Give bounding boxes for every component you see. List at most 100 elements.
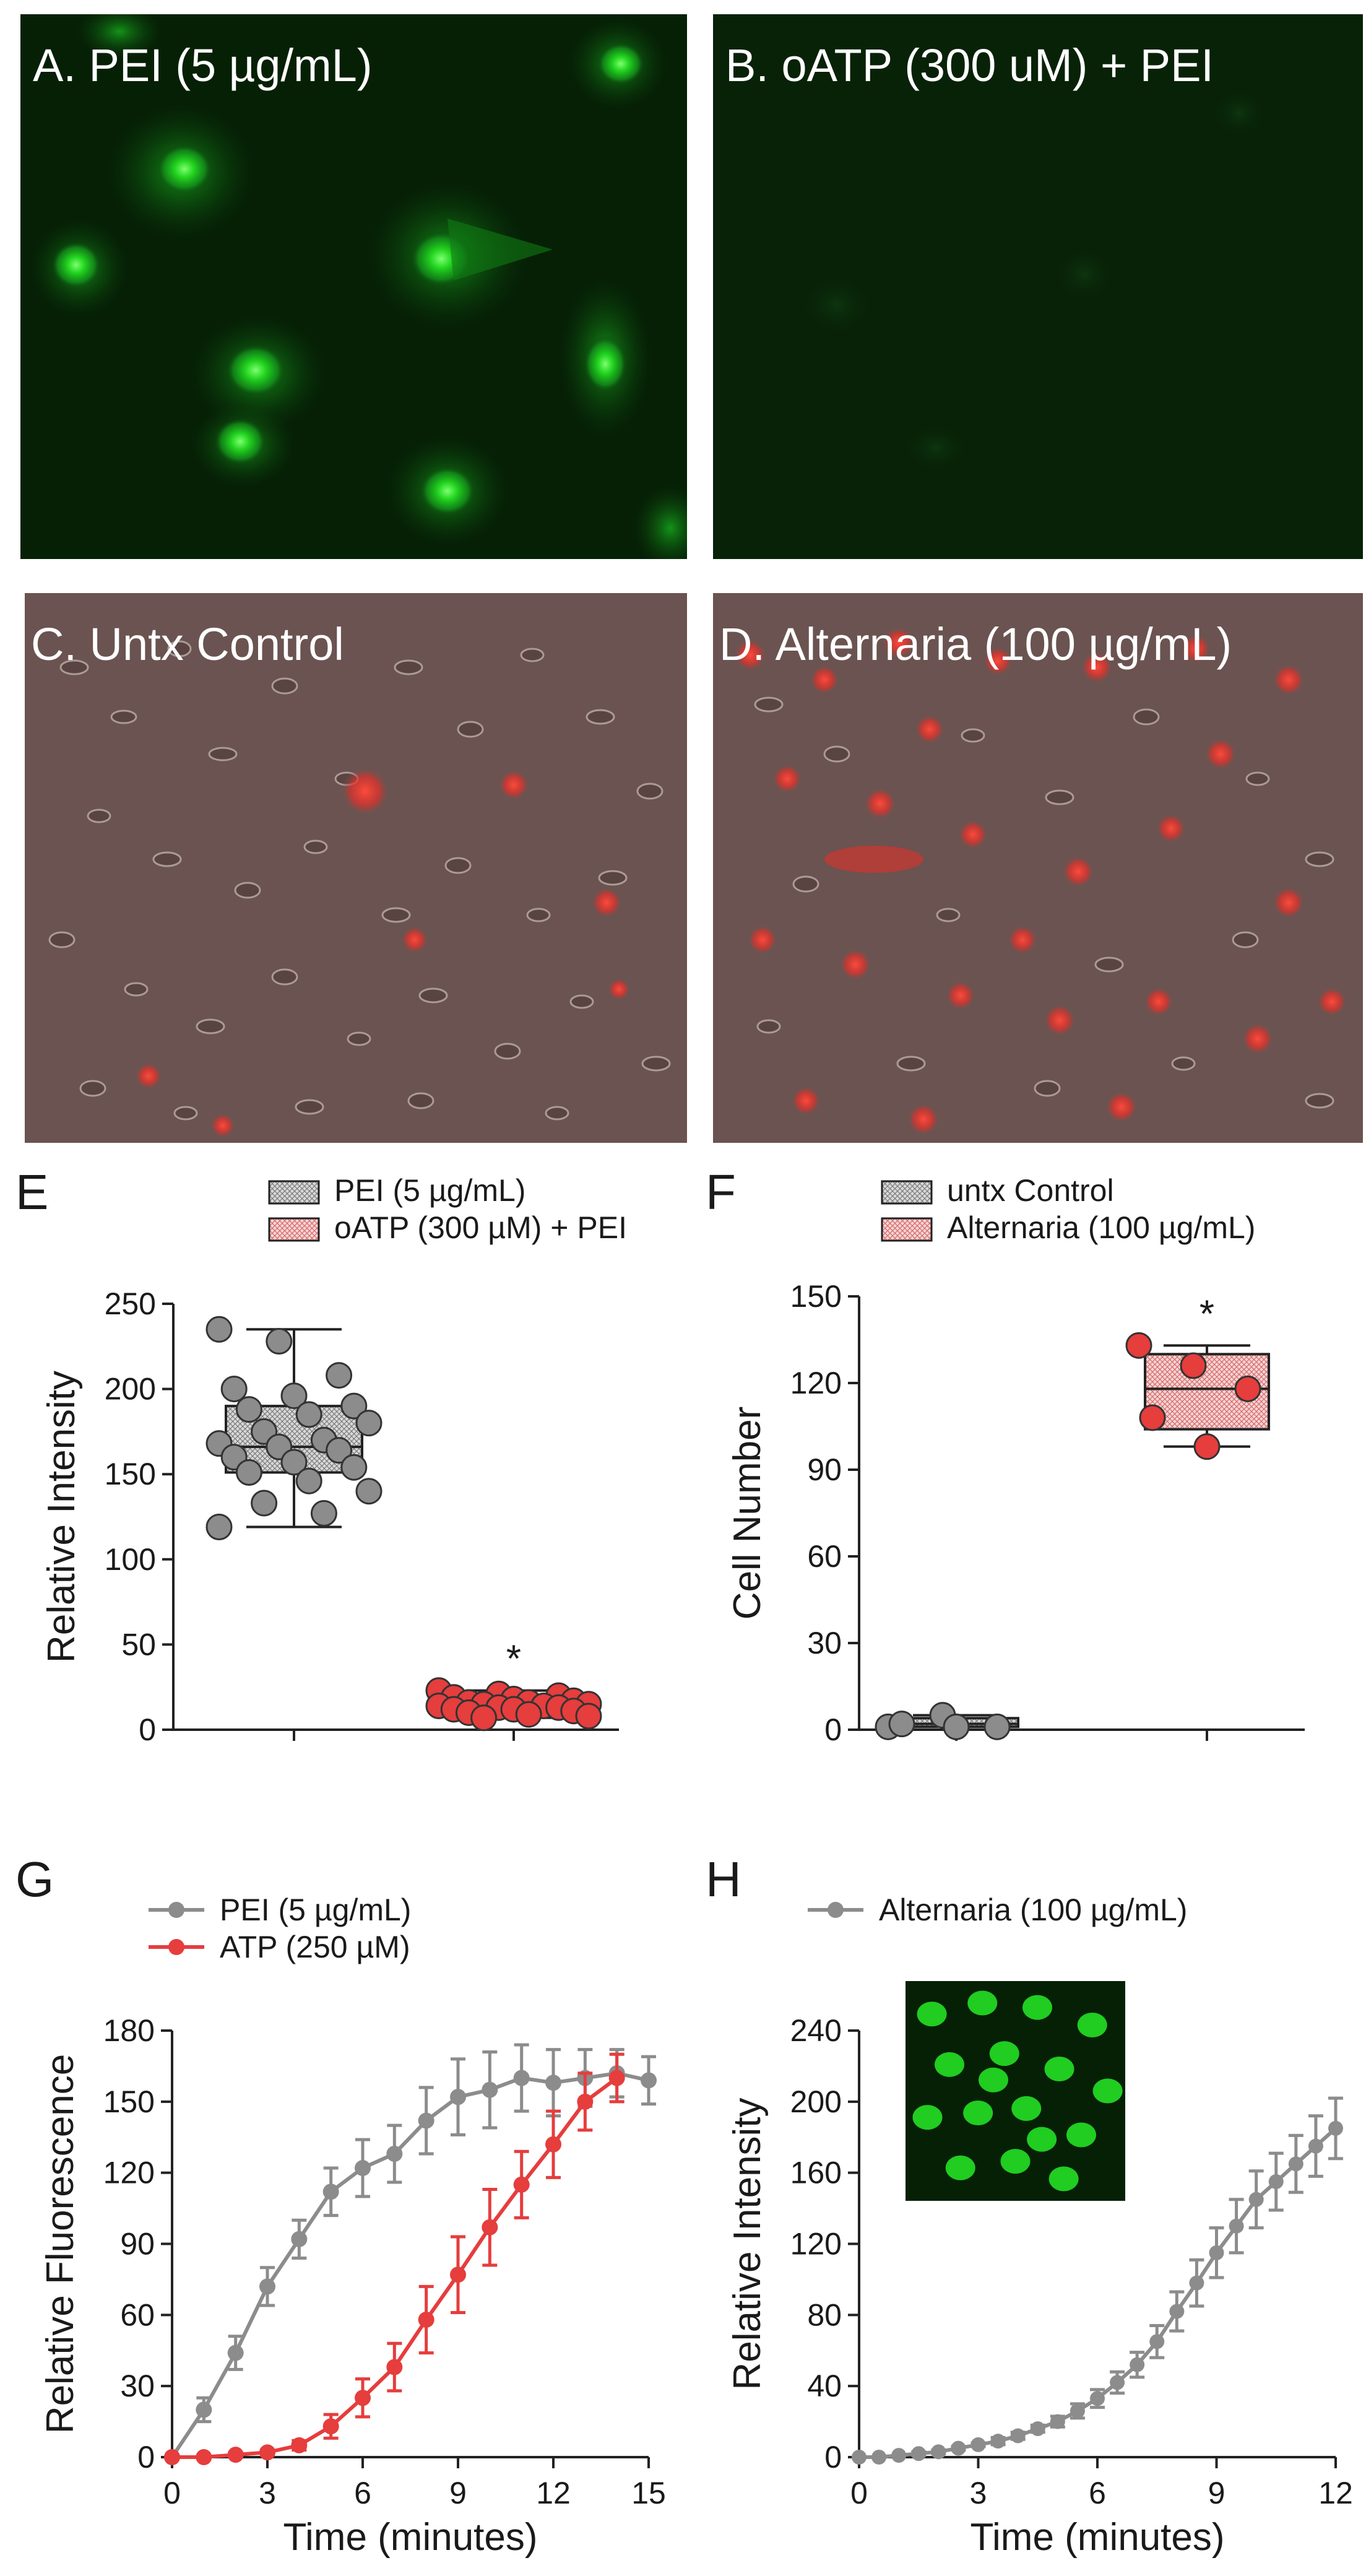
x-tick-label: 12 — [1318, 2476, 1353, 2510]
x-tick-label: 0 — [163, 2476, 181, 2510]
panel-g-letter: G — [15, 1852, 54, 1907]
data-point — [1209, 2245, 1224, 2260]
chart-e-relative-intensity: PEI (5 µg/mL)oATP (300 µM) + PEI 0 50 100 15… — [40, 1173, 627, 1747]
data-point — [931, 2444, 946, 2460]
data-point — [196, 2449, 212, 2465]
data-point — [205, 1316, 233, 1343]
data-point — [450, 2089, 466, 2105]
data-point — [983, 1713, 1011, 1740]
data-point — [1010, 2428, 1026, 2444]
data-point — [295, 1467, 322, 1494]
micrograph-panel-a: A. PEI (5 µg/mL) — [20, 14, 687, 559]
data-point — [545, 2136, 561, 2153]
data-point — [891, 2448, 907, 2463]
y-tick-label: 120 — [103, 2156, 155, 2190]
data-point — [355, 2390, 371, 2406]
data-point — [418, 2112, 434, 2129]
inset-cell — [1011, 2096, 1042, 2121]
y-tick-label: 90 — [120, 2227, 155, 2262]
data-point — [1328, 2120, 1343, 2136]
inset-cell — [1000, 2149, 1031, 2174]
y-tick-label: 200 — [105, 1372, 156, 1407]
data-point — [1193, 1433, 1221, 1460]
x-tick-label: 9 — [449, 2476, 467, 2510]
y-tick-label: 0 — [137, 2440, 155, 2474]
data-point — [1139, 1404, 1166, 1431]
data-point — [322, 2418, 339, 2435]
data-point — [205, 1514, 233, 1541]
data-point — [322, 2184, 339, 2200]
micrograph-b-image — [800, 89, 1267, 472]
inset-micrograph — [906, 1981, 1125, 2201]
y-tick-label: 90 — [807, 1452, 842, 1487]
panel-f-letter: F — [706, 1164, 736, 1220]
x-axis-title: Time (minutes) — [283, 2516, 537, 2559]
data-point — [951, 2440, 966, 2456]
data-point — [1189, 2275, 1204, 2291]
panel-b-label: B. oATP (300 uM) + PEI — [725, 40, 1214, 91]
data-point — [295, 1401, 322, 1428]
y-tick-label: 40 — [807, 2369, 842, 2403]
data-point — [418, 2311, 434, 2328]
inset-cell — [989, 2041, 1019, 2066]
micrograph-panel-d: D. Alternaria (100 µg/mL) — [713, 593, 1363, 1143]
legend-marker — [168, 1902, 184, 1918]
data-point — [196, 2401, 212, 2418]
data-point — [482, 2219, 498, 2236]
data-point — [266, 1328, 293, 1355]
data-point — [1110, 2375, 1125, 2390]
y-axis-title: Relative Intensity — [40, 1371, 83, 1663]
data-point — [1234, 1375, 1261, 1402]
data-point — [235, 1396, 262, 1423]
data-point — [1125, 1332, 1152, 1359]
inset-cell — [917, 2001, 947, 2027]
data-point — [280, 1382, 308, 1410]
y-tick-label: 0 — [824, 2440, 842, 2474]
data-point — [326, 1362, 353, 1389]
data-point — [235, 1459, 262, 1486]
x-tick-label: 15 — [631, 2476, 666, 2510]
data-point — [1248, 2192, 1264, 2207]
legend-label: oATP (300 µM) + PEI — [334, 1210, 627, 1245]
legend-swatch — [881, 1180, 933, 1205]
panel-h-letter: H — [706, 1852, 741, 1907]
data-point — [1268, 2174, 1284, 2190]
y-tick-label: 100 — [105, 1542, 156, 1577]
data-point — [227, 2447, 244, 2463]
data-point — [608, 2070, 625, 2086]
y-tick-label: 60 — [120, 2297, 155, 2332]
series-line — [170, 2071, 649, 2458]
chart-h-relative-intensity: 0 40 80 120 160 200 240 Relative Intensity 0 3 6 9 1… — [726, 1893, 1353, 2559]
data-point — [641, 2072, 657, 2089]
data-point — [1180, 1352, 1207, 1379]
chart-g-relative-fluorescence: 0 30 60 90 120 150 180 Relative Fluorescence 0 3 6… — [39, 1893, 666, 2559]
x-tick-label: 9 — [1208, 2476, 1226, 2510]
data-point — [310, 1499, 337, 1527]
data-point — [1030, 2421, 1045, 2437]
inset-cell — [1027, 2127, 1057, 2152]
data-point — [355, 1478, 383, 1505]
data-point — [386, 2146, 403, 2162]
y-axis-title: Relative Intensity — [726, 2097, 769, 2390]
data-point — [259, 2444, 275, 2461]
y-tick-label: 30 — [807, 1626, 842, 1660]
inset-cell — [979, 2067, 1008, 2092]
x-tick-label: 0 — [850, 2476, 868, 2510]
significance-marker: * — [506, 1638, 521, 1681]
y-tick-label: 200 — [790, 2084, 842, 2119]
legend-swatch — [268, 1180, 320, 1205]
y-tick-label: 150 — [105, 1457, 156, 1491]
data-point — [1169, 2304, 1185, 2319]
data-point — [871, 2450, 887, 2465]
legend-label: PEI (5 µg/mL) — [220, 1893, 411, 1927]
inset-cell — [945, 2155, 975, 2180]
data-point — [386, 2359, 403, 2375]
data-point — [577, 2093, 594, 2110]
legend-swatch — [881, 1217, 933, 1242]
panel-a-label: A. PEI (5 µg/mL) — [33, 40, 373, 91]
data-point — [1288, 2156, 1303, 2172]
data-point — [513, 2176, 530, 2193]
x-tick-label: 3 — [970, 2476, 987, 2510]
data-point — [852, 2450, 867, 2465]
